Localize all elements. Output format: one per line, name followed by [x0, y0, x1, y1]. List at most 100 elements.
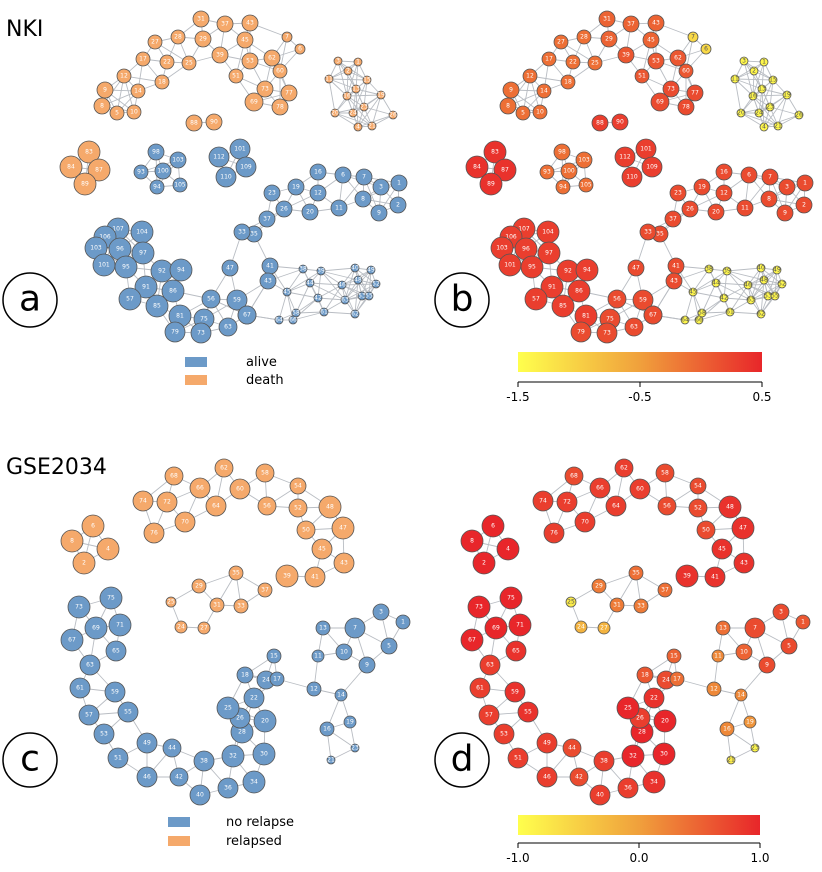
network-edge — [726, 270, 752, 301]
network-node-label: 3 — [785, 184, 789, 191]
network-node — [154, 162, 172, 180]
network-node — [575, 258, 599, 282]
network-node — [593, 750, 615, 772]
network-node-label: 8 — [470, 538, 474, 545]
network-node — [643, 305, 663, 325]
network-node — [216, 15, 234, 33]
network-node — [275, 564, 299, 588]
network-edge — [769, 79, 774, 108]
network-node — [483, 140, 507, 164]
colorbar-gse2034: -1.0 0.0 1.0 — [506, 815, 770, 865]
network-node — [758, 656, 776, 674]
network-node — [744, 617, 766, 639]
network-node — [174, 511, 196, 533]
network-node — [596, 322, 618, 344]
network-node-label: 37 — [669, 216, 677, 223]
network-node-label: 34 — [250, 779, 258, 786]
network-node-label: 27 — [600, 625, 608, 632]
network-node — [759, 275, 769, 285]
network-node-label: 25 — [624, 705, 632, 712]
network-node-label: 43 — [246, 20, 254, 27]
network-node — [653, 709, 677, 733]
network-node — [343, 66, 353, 76]
network-node-label: 109 — [240, 164, 252, 171]
network-node-label: 74 — [539, 498, 547, 505]
network-node — [215, 166, 237, 188]
network-node-label: 44 — [168, 745, 176, 752]
network-edge — [337, 60, 348, 97]
network-node-label: 27 — [151, 39, 159, 46]
network-node-label: 25 — [591, 60, 599, 67]
network-node-label: 52 — [778, 281, 786, 288]
network-node-label: 48 — [760, 277, 768, 284]
network-node — [134, 275, 158, 299]
network-node — [746, 295, 756, 305]
network-node-label: 49 — [367, 267, 375, 274]
network-node-label: 21 — [774, 123, 782, 130]
network-node-label: 2 — [396, 202, 400, 209]
network-node — [255, 463, 275, 483]
network-node — [621, 744, 645, 768]
network-node-label: 35 — [250, 231, 258, 238]
network-node-label: 9 — [765, 662, 769, 669]
network-node-label: 2 — [482, 560, 486, 567]
network-node-label: 84 — [67, 164, 75, 171]
network-node — [189, 477, 211, 499]
network-edge — [292, 311, 325, 321]
network-edge — [723, 270, 728, 299]
network-node — [350, 743, 360, 753]
network-edge — [328, 61, 359, 80]
network-node-label: 31 — [613, 602, 621, 609]
network-node — [185, 114, 203, 132]
network-node — [722, 266, 732, 276]
network-edge — [320, 270, 346, 301]
network-node — [218, 317, 238, 337]
network-node — [460, 529, 484, 553]
network-node-label: 63 — [224, 324, 232, 331]
network-node-label: 5 — [521, 110, 525, 117]
network-node-label: 60 — [636, 486, 644, 493]
network-node-label: 36 — [224, 785, 232, 792]
network-node — [201, 289, 221, 309]
network-node-label: 19 — [346, 719, 354, 726]
network-node — [560, 162, 578, 180]
network-node-label: 42 — [175, 774, 183, 781]
legend-label-alive: alive — [246, 355, 277, 370]
network-node-label: 53 — [100, 731, 108, 738]
network-node-label: 12 — [310, 686, 318, 693]
panel-label-a: a — [2, 272, 58, 328]
network-node-label: 66 — [289, 317, 297, 324]
network-node — [730, 74, 740, 84]
network-edge — [346, 95, 373, 127]
network-node-label: 45 — [318, 546, 326, 553]
network-node-label: 6 — [747, 172, 751, 179]
network-node-label: 38 — [705, 266, 713, 273]
network-node — [632, 289, 654, 311]
network-edge — [752, 95, 779, 127]
network-edge — [701, 297, 725, 314]
network-node — [768, 75, 778, 85]
network-node — [145, 294, 169, 318]
dataset-title-nki: NKI — [6, 17, 43, 42]
network-node — [190, 322, 212, 344]
network-node-label: 53 — [358, 293, 366, 300]
network-node-label: 25 — [567, 599, 575, 606]
network-node — [298, 264, 308, 274]
network-node — [272, 63, 288, 79]
network-edge — [352, 79, 368, 114]
network-node-label: 11 — [714, 653, 722, 660]
network-node — [354, 190, 372, 208]
network-node-label: 6 — [298, 46, 302, 53]
network-node-label: 1 — [801, 619, 805, 626]
network-node-label: 76 — [550, 530, 558, 537]
network-node — [587, 55, 603, 71]
network-node-label: 75 — [507, 595, 515, 602]
network-node — [665, 272, 683, 290]
network-node — [337, 280, 347, 290]
network-node-label: 8 — [70, 538, 74, 545]
network-node-label: 58 — [661, 470, 669, 477]
network-node-label: 35 — [632, 570, 640, 577]
network-edge — [692, 291, 700, 321]
